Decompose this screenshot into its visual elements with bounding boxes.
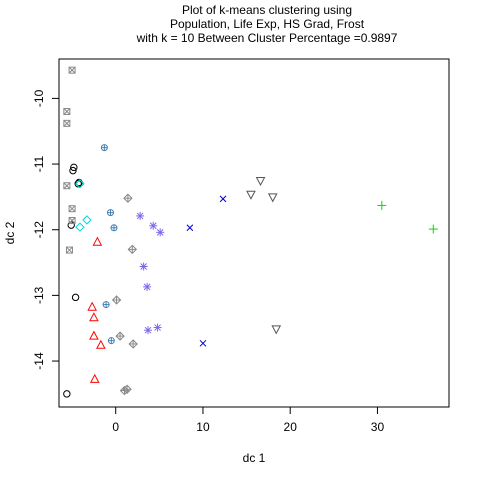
data-point <box>271 325 282 335</box>
y-axis: -10 -11 -12 -13 -14 <box>32 89 59 370</box>
data-point <box>428 224 438 234</box>
data-point <box>199 339 207 347</box>
data-point <box>71 293 80 302</box>
data-point <box>100 144 108 152</box>
data-point <box>115 331 125 341</box>
data-point <box>127 244 137 255</box>
data-point <box>63 182 71 190</box>
data-point <box>106 209 114 217</box>
chart-title-line-3: with k = 10 Between Cluster Percentage =… <box>136 31 398 45</box>
data-point <box>123 193 133 203</box>
data-point <box>143 282 152 291</box>
data-point <box>89 330 99 340</box>
data-point <box>122 384 132 394</box>
data-point <box>143 326 152 335</box>
data-point <box>156 228 165 237</box>
data-point <box>149 221 158 230</box>
x-tick-label: 20 <box>284 420 298 434</box>
data-point <box>70 163 78 172</box>
data-point <box>110 224 118 232</box>
data-point <box>89 373 100 383</box>
data-point <box>92 236 103 246</box>
data-point <box>107 337 115 345</box>
x-axis: 0 10 20 30 <box>112 407 384 434</box>
data-point <box>75 179 85 189</box>
chart-title-line-1: Plot of k-means clustering using <box>182 3 352 17</box>
y-tick-label: -12 <box>32 221 46 239</box>
data-point <box>219 195 227 203</box>
data-point <box>68 66 76 74</box>
y-tick-label: -14 <box>32 352 46 370</box>
data-point <box>89 312 99 322</box>
data-points <box>63 66 438 398</box>
data-point <box>128 339 138 349</box>
x-axis-label: dc 1 <box>243 451 266 465</box>
data-point <box>186 224 194 232</box>
data-point <box>75 222 85 232</box>
plot-frame <box>58 58 450 408</box>
x-tick-label: 30 <box>371 420 385 434</box>
data-point <box>377 200 387 210</box>
data-point <box>267 193 278 203</box>
y-tick-label: -13 <box>32 286 46 304</box>
data-point <box>102 301 110 309</box>
y-tick-label: -10 <box>32 89 46 107</box>
y-axis-label: dc 2 <box>3 221 17 244</box>
data-point <box>136 211 145 220</box>
chart-title-line-2: Population, Life Exp, HS Grad, Frost <box>170 17 365 31</box>
chart-title: Plot of k-means clustering using Populat… <box>136 3 398 45</box>
data-point <box>255 176 266 187</box>
data-point <box>82 215 92 225</box>
data-point <box>74 180 82 188</box>
data-point <box>68 205 76 213</box>
data-point <box>69 166 77 175</box>
y-tick-label: -11 <box>32 156 46 173</box>
data-point <box>139 262 148 271</box>
data-point <box>153 323 162 332</box>
data-point <box>63 119 71 127</box>
data-point <box>96 339 106 349</box>
data-point <box>65 246 73 254</box>
data-point <box>111 295 122 305</box>
data-point <box>68 217 76 225</box>
data-point <box>63 108 71 116</box>
x-tick-label: 10 <box>196 420 210 434</box>
data-point <box>87 301 97 311</box>
data-point <box>63 390 71 398</box>
x-tick-label: 0 <box>112 420 119 434</box>
data-point <box>246 190 256 200</box>
